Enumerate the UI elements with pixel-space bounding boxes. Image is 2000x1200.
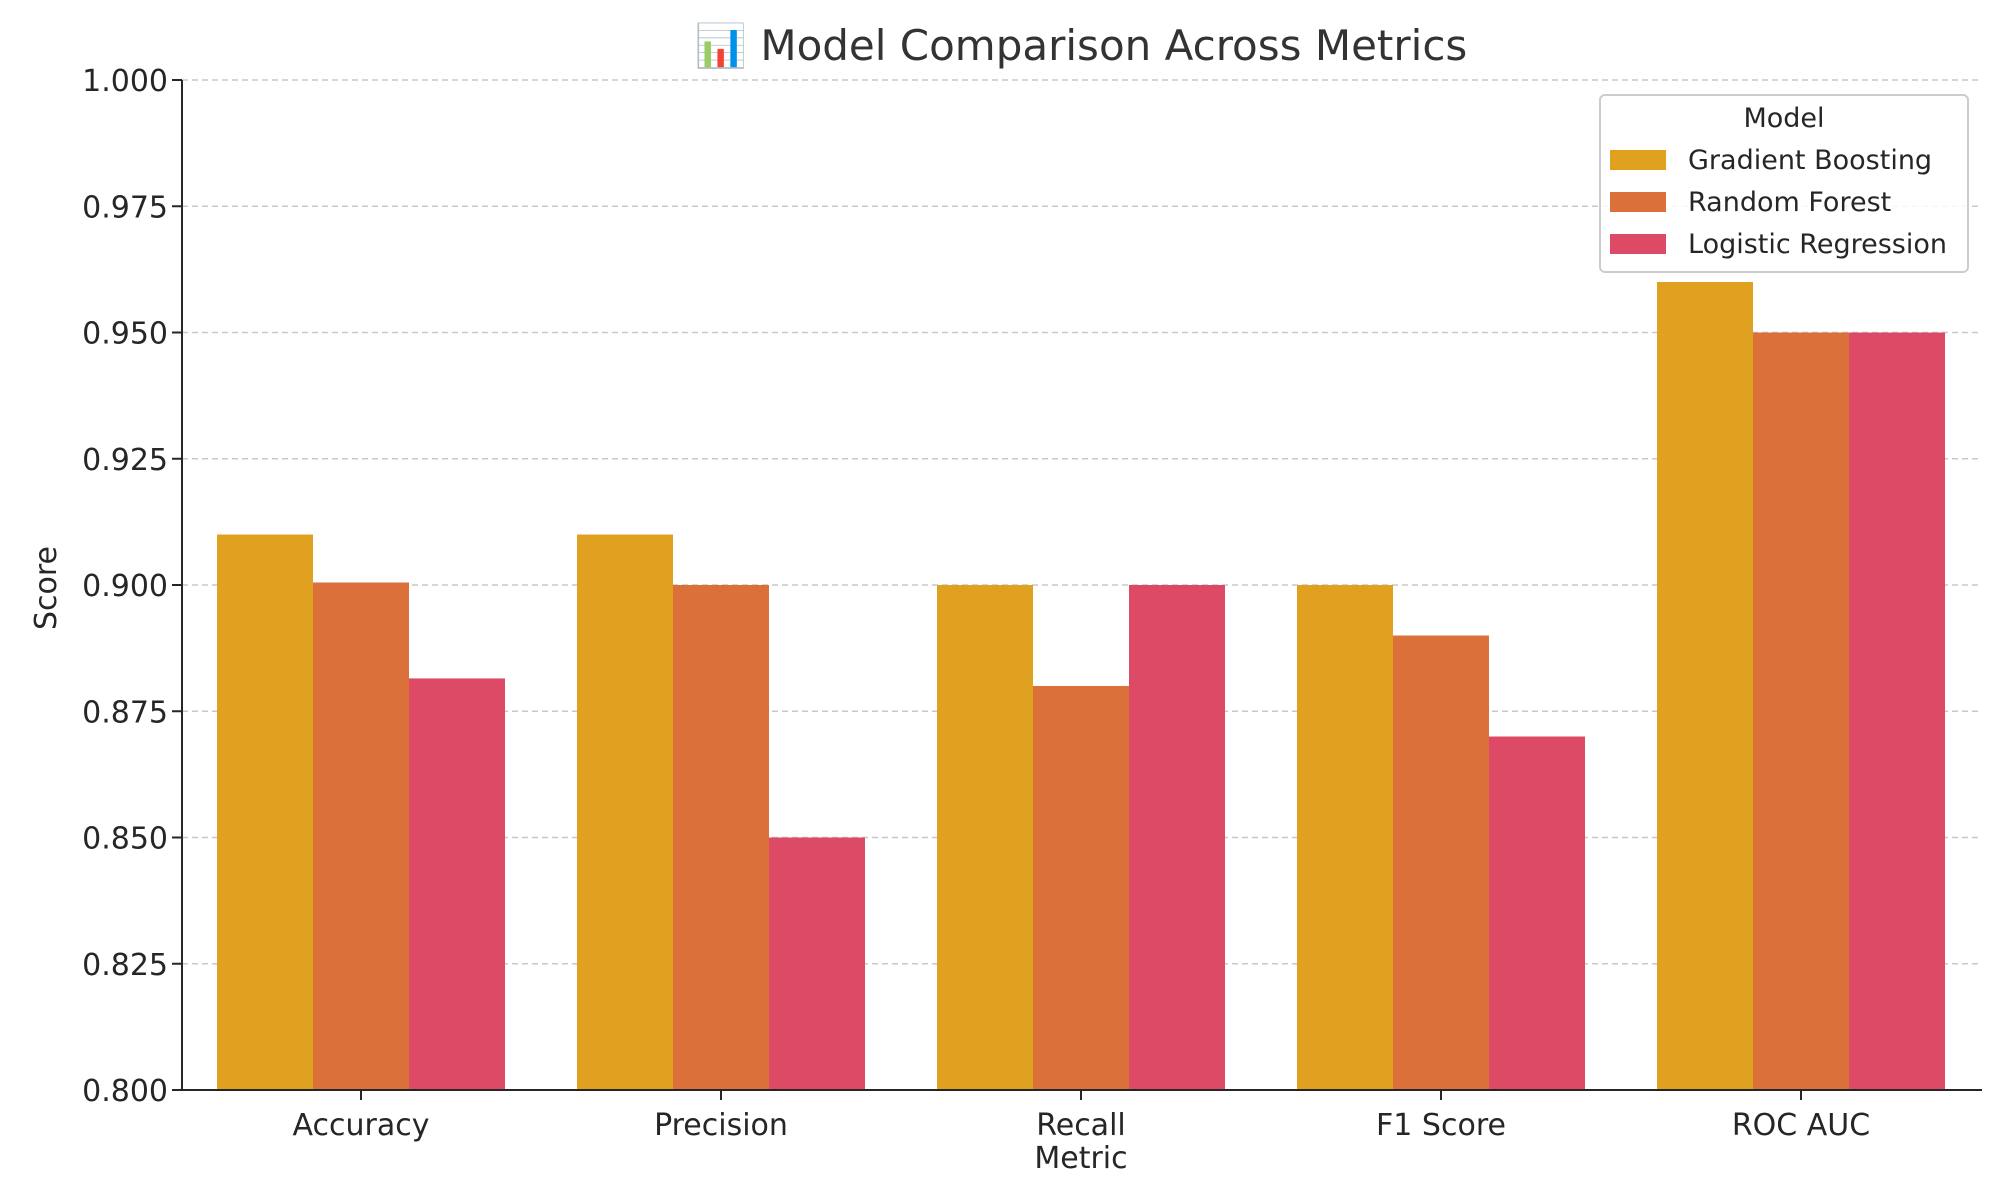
bar [1393, 635, 1489, 1090]
bar [937, 585, 1033, 1090]
bar [1657, 282, 1753, 1090]
legend-items: Gradient Boosting Random Forest Logistic R… [1610, 145, 1947, 260]
legend-swatch [1610, 150, 1666, 170]
chart-title: 📊 Model Comparison Across Metrics [695, 21, 1468, 70]
x-axis-label: Metric [1034, 1141, 1127, 1176]
y-tick-label: 0.825 [82, 948, 168, 983]
bar [673, 585, 769, 1090]
x-tick-label: ROC AUC [1732, 1108, 1870, 1143]
legend-label: Random Forest [1688, 187, 1891, 218]
y-tick-label: 0.800 [82, 1074, 168, 1109]
y-tick-label: 0.850 [82, 822, 168, 857]
bar [1129, 585, 1225, 1090]
y-tick-label: 0.900 [82, 569, 168, 604]
bar [1849, 332, 1945, 1090]
y-tick-label: 0.875 [82, 695, 168, 730]
x-tick-label: Recall [1036, 1108, 1126, 1143]
y-tick-label: 0.950 [82, 317, 168, 352]
bar [769, 837, 865, 1090]
legend-label: Gradient Boosting [1688, 145, 1932, 176]
legend: Model Gradient Boosting Random Forest Logi… [1599, 94, 1969, 273]
bar [313, 582, 409, 1090]
bar [409, 678, 505, 1090]
legend-label: Logistic Regression [1688, 229, 1947, 260]
legend-swatch [1610, 234, 1666, 254]
x-tick-label: Accuracy [293, 1108, 430, 1143]
bar [1033, 686, 1129, 1090]
legend-title: Model [1743, 103, 1824, 134]
bar [1753, 332, 1849, 1090]
y-ticks: 0.800 0.825 0.850 0.875 0.900 0.925 0.950 0.975… [82, 64, 182, 1109]
y-tick-label: 0.925 [82, 443, 168, 478]
bar [1297, 585, 1393, 1090]
legend-swatch [1610, 192, 1666, 212]
bar [1489, 736, 1585, 1090]
y-tick-label: 1.000 [82, 64, 168, 99]
x-ticks: Accuracy Precision Recall F1 Score ROC AUC [293, 1090, 1870, 1143]
x-tick-label: Precision [654, 1108, 788, 1143]
x-tick-label: F1 Score [1376, 1108, 1506, 1143]
y-axis-label: Score [29, 546, 64, 630]
bar [577, 534, 673, 1090]
bars [217, 282, 1945, 1090]
bar [217, 534, 313, 1090]
y-tick-label: 0.975 [82, 190, 168, 225]
legend-frame [1599, 94, 1969, 273]
